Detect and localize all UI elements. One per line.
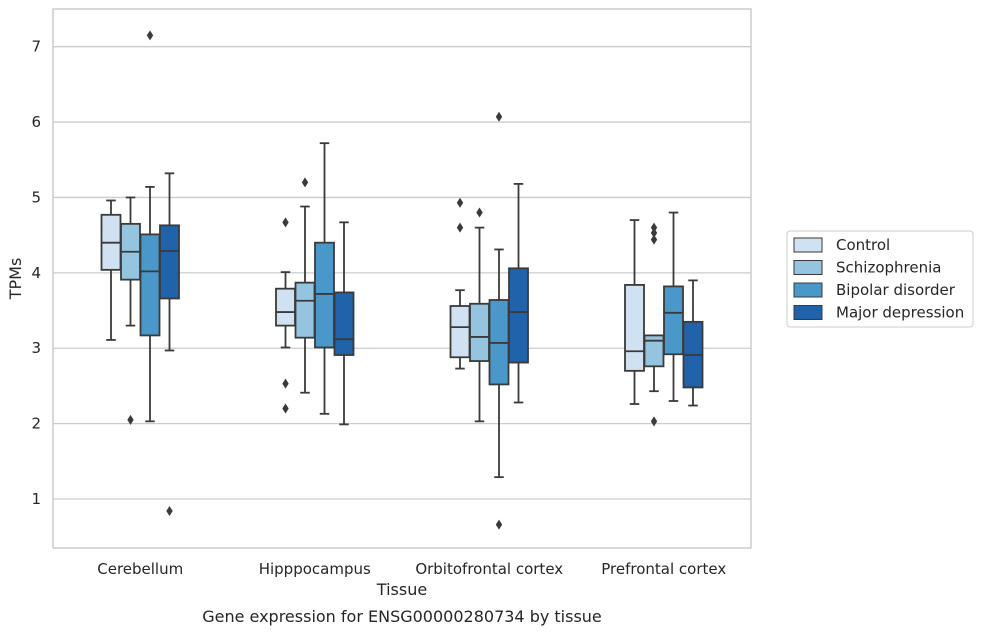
y-tick-label: 5 <box>31 188 41 206</box>
x-tick-label: Prefrontal cortex <box>601 560 726 578</box>
legend-swatch <box>793 282 823 298</box>
box <box>449 305 471 359</box>
outlier-marker <box>166 506 173 517</box>
box <box>624 284 645 372</box>
outlier-marker <box>301 177 309 188</box>
box-group <box>333 221 355 426</box>
outlier-marker <box>456 222 464 233</box>
box-layer <box>100 30 704 530</box>
box <box>469 302 490 362</box>
box <box>275 287 296 327</box>
legend-frame <box>786 230 974 328</box>
outlier-marker <box>476 207 483 218</box>
y-tick-labels: 1 2 3 4 5 6 7 <box>31 38 41 508</box>
x-tick-label: Orbitofrontal cortex <box>415 560 563 578</box>
legend-label: Bipolar disorder <box>836 281 956 299</box>
box-group <box>449 197 471 370</box>
chart-caption: Gene expression for ENSG00000280734 by t… <box>202 607 602 626</box>
outlier-marker <box>650 227 658 238</box>
box-group <box>488 111 510 530</box>
box <box>159 224 180 300</box>
y-tick-label: 1 <box>31 490 41 508</box>
outlier-marker <box>650 416 658 427</box>
legend: Control Schizophrenia Bipolar disorder Majo… <box>786 230 974 328</box>
box-group <box>643 222 665 427</box>
legend-label: Major depression <box>836 304 964 322</box>
outlier-marker <box>650 234 658 245</box>
y-tick-label: 2 <box>31 415 41 433</box>
box <box>314 241 335 349</box>
x-axis-label: Tissue <box>376 580 427 599</box>
legend-label: Schizophrenia <box>836 259 941 277</box>
box-group <box>469 207 490 423</box>
box <box>333 291 355 356</box>
box-group <box>100 199 122 341</box>
outlier-marker <box>456 197 464 208</box>
legend-swatch <box>793 237 823 253</box>
plot-area-frame <box>52 8 752 549</box>
outlier-marker <box>495 111 503 122</box>
legend-items: Control Schizophrenia Bipolar disorder Majo… <box>793 236 964 322</box>
x-tick-label: Hipppocampus <box>259 560 371 578</box>
x-tick-label: Cerebellum <box>97 560 183 578</box>
y-tick-label: 6 <box>31 113 41 131</box>
box-group <box>159 172 180 517</box>
outlier-marker <box>282 378 289 389</box>
outlier-marker <box>146 30 154 41</box>
box-group <box>314 142 335 415</box>
outlier-marker <box>650 222 658 233</box>
box-group <box>120 196 141 425</box>
legend-swatch <box>793 260 823 275</box>
legend-swatch <box>793 305 823 320</box>
box <box>139 233 161 337</box>
y-tick-label: 3 <box>31 339 41 357</box>
box-group <box>294 177 316 394</box>
legend-label: Control <box>836 236 890 254</box>
y-axis-label: TPMs <box>6 258 25 301</box>
box-group <box>682 279 704 407</box>
y-tick-label: 7 <box>31 38 41 56</box>
box <box>508 267 529 364</box>
box-group <box>275 217 296 414</box>
box-group <box>624 219 645 405</box>
box <box>663 285 684 356</box>
box-group <box>508 182 529 404</box>
box-group <box>139 30 161 423</box>
y-tick-label: 4 <box>31 264 41 282</box>
box-group <box>663 211 684 402</box>
outlier-marker <box>495 519 503 530</box>
outlier-marker <box>282 403 289 414</box>
outlier-marker <box>282 217 289 228</box>
outlier-marker <box>127 414 134 425</box>
box <box>294 281 316 339</box>
x-tick-labels: Cerebellum Hipppocampus Orbitofrontal cort… <box>97 560 726 578</box>
